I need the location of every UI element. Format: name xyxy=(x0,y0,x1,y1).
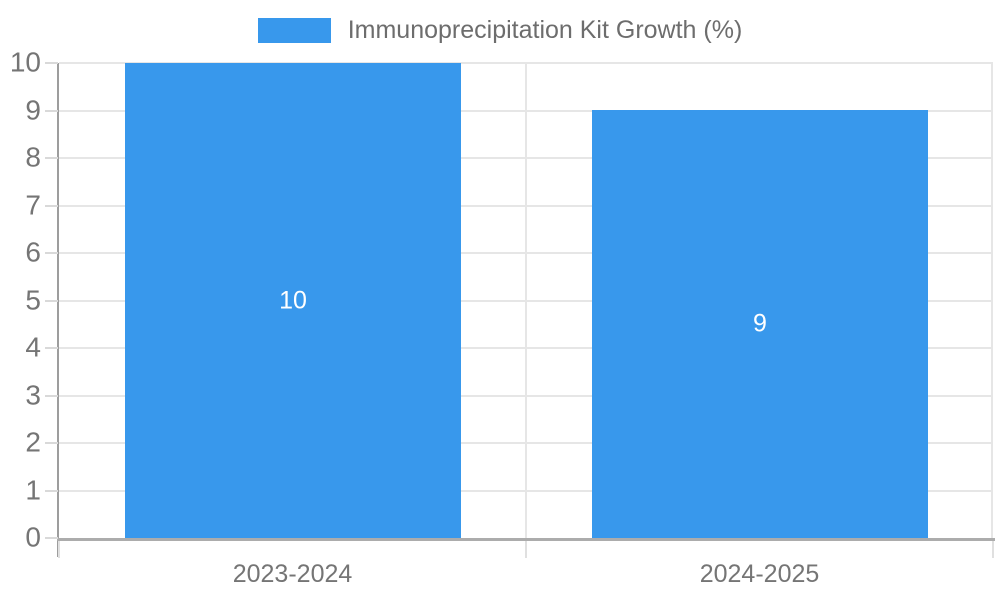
bar-value-label: 9 xyxy=(753,309,767,338)
bar-2023-2024: 10 xyxy=(125,63,461,538)
y-tick-mark xyxy=(45,489,58,492)
y-tick-label: 3 xyxy=(25,378,41,410)
x-category-label: 2023-2024 xyxy=(232,560,353,588)
y-tick-mark xyxy=(45,62,58,64)
y-tick-mark xyxy=(45,204,58,207)
y-tick-mark xyxy=(45,109,58,112)
y-tick-mark xyxy=(45,347,58,349)
y-tick-mark xyxy=(45,394,58,397)
x-tick-mark xyxy=(525,541,527,558)
x-axis-line xyxy=(57,538,995,541)
y-tick-label: 7 xyxy=(25,188,41,220)
chart-legend: Immunoprecipitation Kit Growth (%) xyxy=(0,18,1000,43)
y-tick-label: 6 xyxy=(25,236,41,268)
y-axis-line xyxy=(57,63,59,557)
legend-swatch xyxy=(257,18,331,43)
gridline-vertical xyxy=(991,63,993,538)
y-tick-label: 10 xyxy=(9,46,41,78)
y-tick-label: 1 xyxy=(25,473,41,505)
bar-2024-2025: 9 xyxy=(592,110,928,538)
x-category-label: 2024-2025 xyxy=(699,560,820,588)
y-tick-mark xyxy=(45,442,58,444)
y-tick-mark xyxy=(45,252,58,254)
bar-value-label: 10 xyxy=(279,286,307,314)
y-tick-mark xyxy=(45,299,58,302)
x-tick-mark xyxy=(58,541,60,558)
y-tick-label: 4 xyxy=(25,331,41,363)
y-tick-label: 9 xyxy=(25,93,41,125)
y-tick-label: 8 xyxy=(25,141,41,173)
y-tick-mark xyxy=(45,537,58,539)
gridline-vertical xyxy=(525,63,527,538)
plot-area: 10 9 xyxy=(59,62,993,538)
x-tick-mark xyxy=(992,541,994,558)
y-tick-mark xyxy=(45,157,58,159)
y-tick-label: 2 xyxy=(25,426,41,458)
y-tick-label: 0 xyxy=(25,521,41,553)
y-tick-label: 5 xyxy=(25,283,41,315)
legend-label: Immunoprecipitation Kit Growth (%) xyxy=(347,16,743,44)
